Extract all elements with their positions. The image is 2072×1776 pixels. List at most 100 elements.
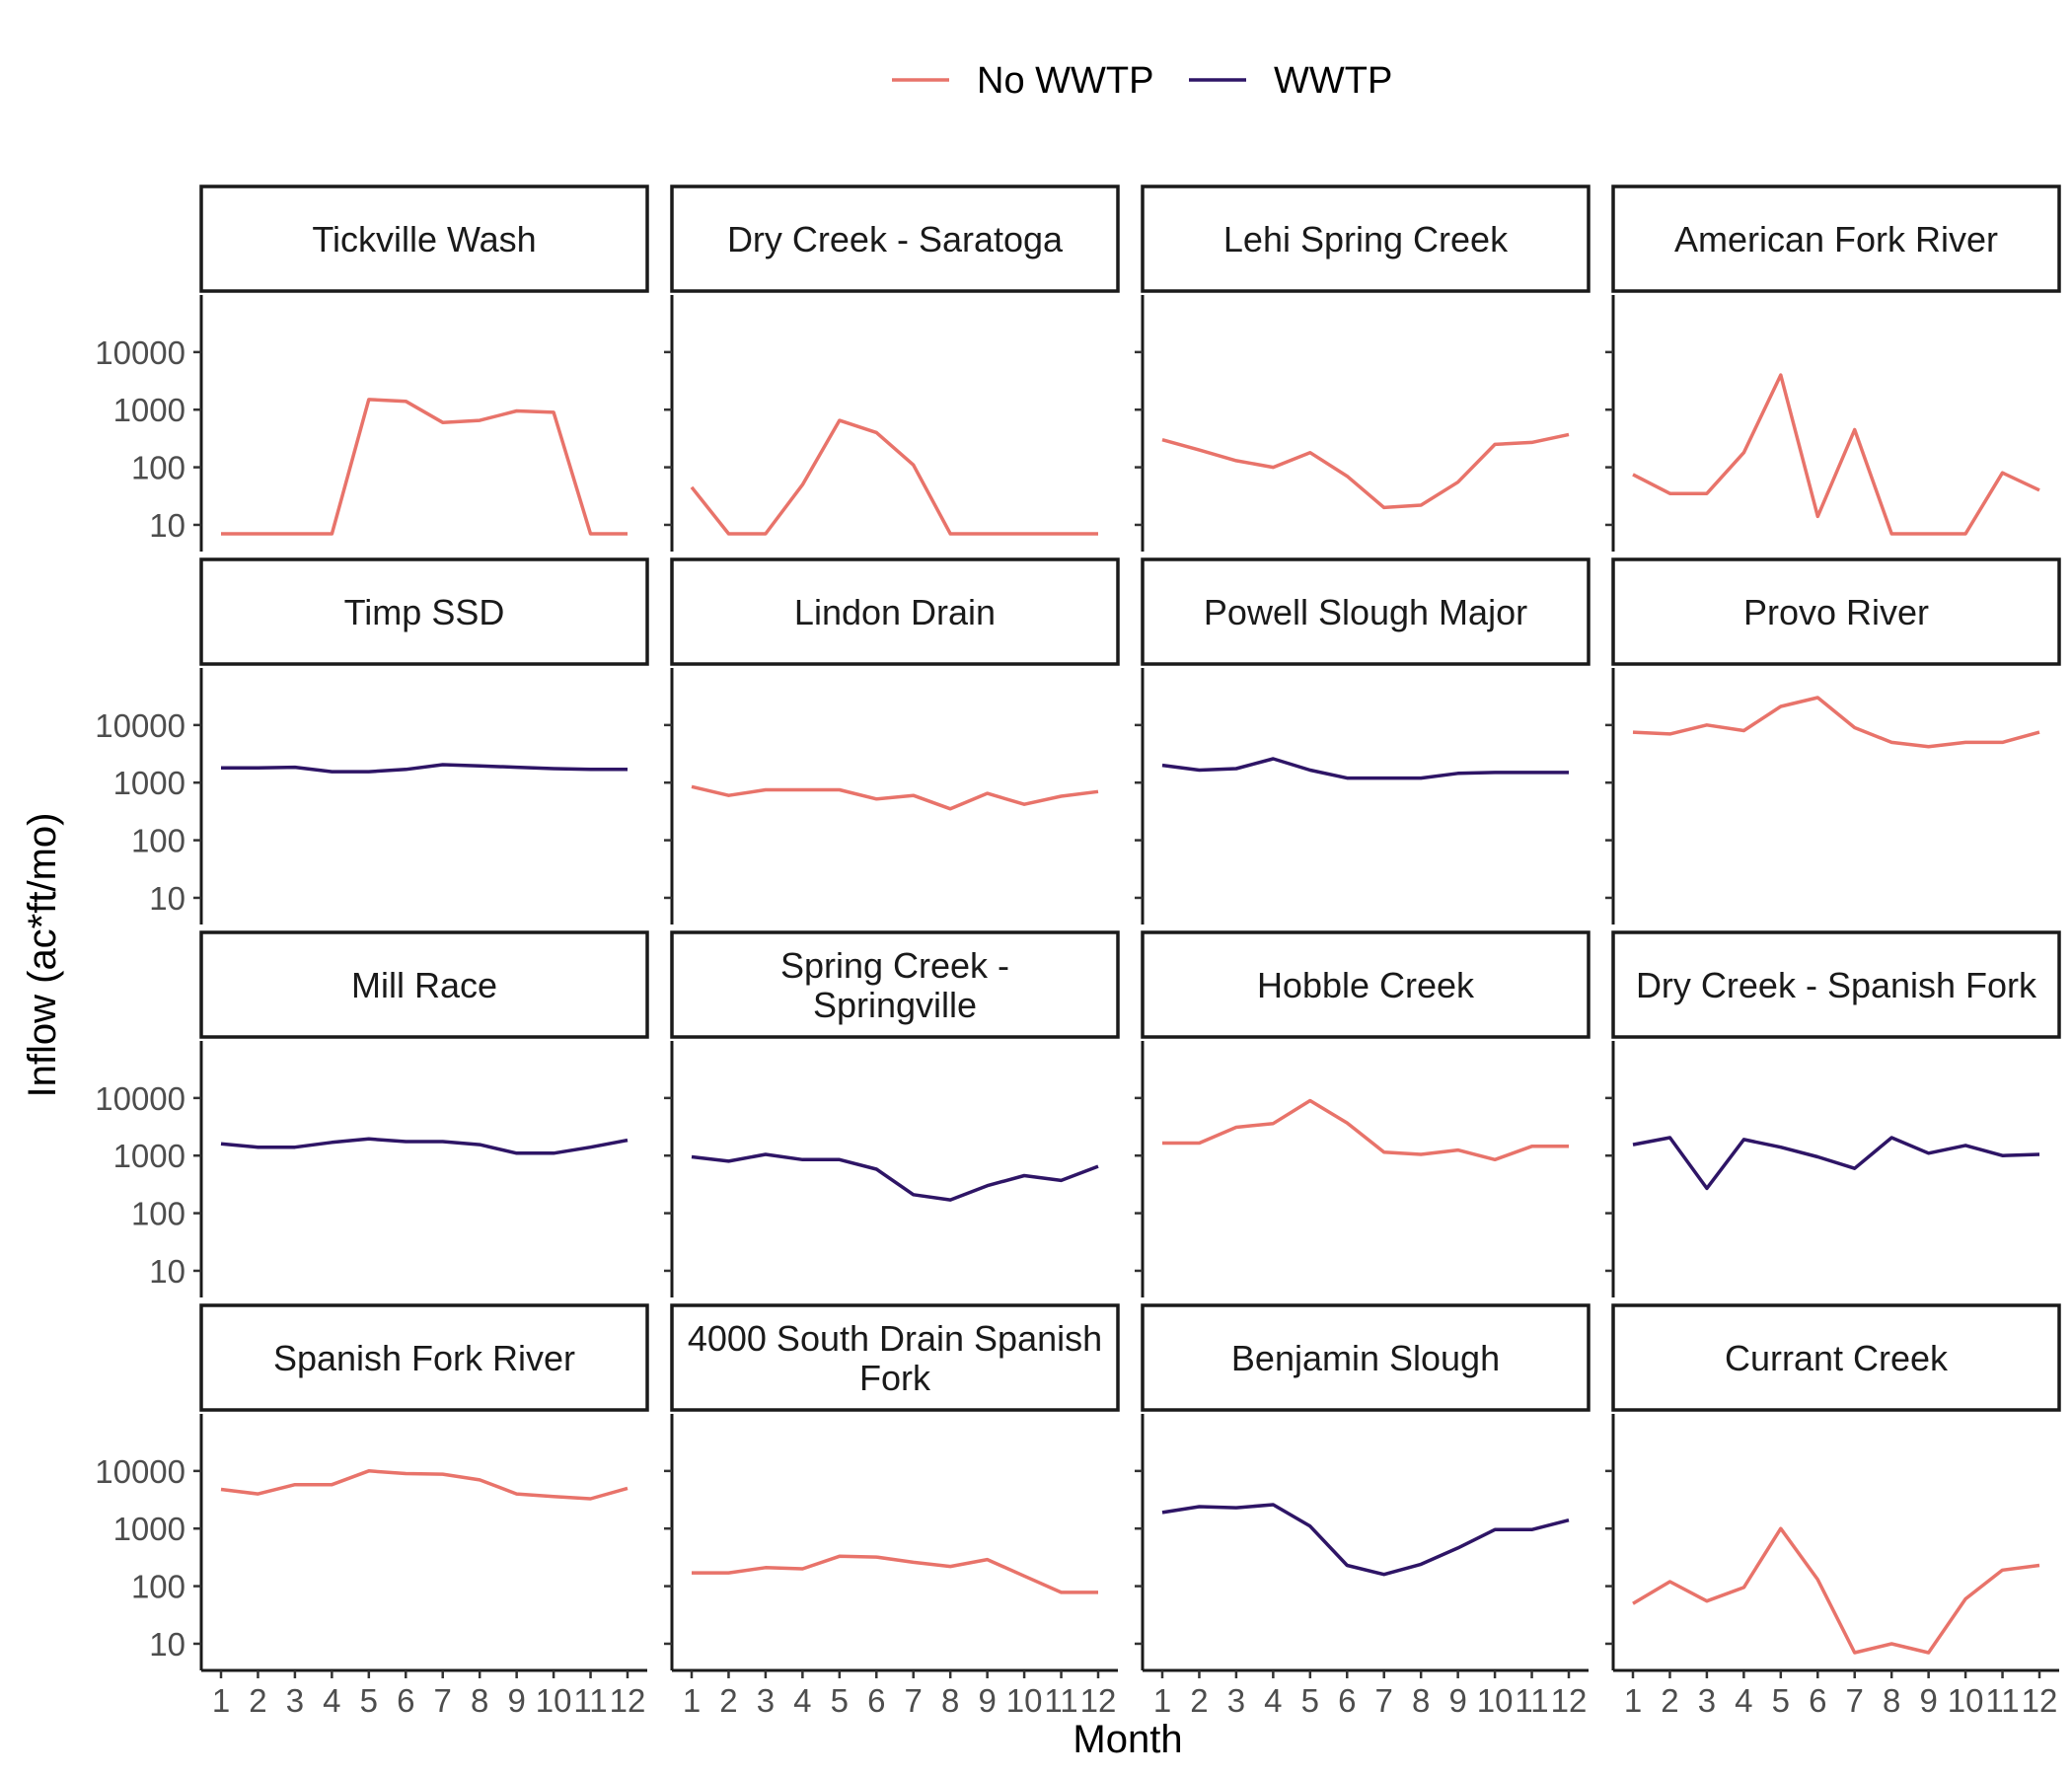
series-line-wwtp bbox=[220, 1137, 629, 1155]
x-tick-label: 5 bbox=[831, 1682, 849, 1719]
strip-box bbox=[1141, 185, 1591, 293]
strip-title: Tickville Wash bbox=[312, 219, 536, 259]
strip-box bbox=[1141, 930, 1591, 1039]
x-tick-label: 10 bbox=[1006, 1682, 1043, 1719]
x-tick-label: 2 bbox=[1661, 1682, 1678, 1719]
strip-box bbox=[199, 1303, 649, 1412]
strip-box bbox=[1611, 1303, 2061, 1412]
panel-tickville-wash: Tickville Wash 10 100 1000 10000 bbox=[95, 185, 649, 552]
x-tick-label: 4 bbox=[793, 1682, 811, 1719]
x-tick-label: 2 bbox=[1190, 1682, 1208, 1719]
series-line-no-wwtp bbox=[691, 784, 1099, 811]
y-tick-label: 1000 bbox=[113, 392, 185, 428]
y-tick-label: 10000 bbox=[95, 334, 185, 371]
series-line-wwtp bbox=[1632, 1136, 2040, 1191]
strip-box bbox=[670, 557, 1120, 666]
y-axis-title: Inflow (ac*ft/mo) bbox=[21, 813, 64, 1098]
x-tick-label: 9 bbox=[978, 1682, 996, 1719]
x-tick-label: 7 bbox=[905, 1682, 923, 1719]
series-line-wwtp bbox=[1161, 757, 1569, 780]
x-tick-label: 9 bbox=[507, 1682, 525, 1719]
x-tick-label: 3 bbox=[1227, 1682, 1245, 1719]
series-line-no-wwtp bbox=[1632, 1526, 2040, 1655]
strip-title: Springville bbox=[813, 985, 977, 1025]
x-tick-label: 12 bbox=[1551, 1682, 1588, 1719]
x-tick-label: 3 bbox=[757, 1682, 775, 1719]
x-tick-label: 9 bbox=[1919, 1682, 1937, 1719]
x-tick-label: 10 bbox=[1477, 1682, 1514, 1719]
x-tick-label: 5 bbox=[1772, 1682, 1790, 1719]
x-tick-label: 1 bbox=[1153, 1682, 1171, 1719]
y-tick-label: 1000 bbox=[113, 1138, 185, 1174]
y-tick-label: 10 bbox=[149, 507, 185, 544]
y-tick-label: 10 bbox=[149, 1626, 185, 1663]
strip-box bbox=[1611, 930, 2061, 1039]
x-axis-title: Month bbox=[1073, 1718, 1182, 1761]
strip-title: Spring Creek - bbox=[780, 945, 1009, 986]
x-tick-label: 10 bbox=[1948, 1682, 1984, 1719]
x-tick-label: 9 bbox=[1448, 1682, 1466, 1719]
x-tick-label: 10 bbox=[536, 1682, 572, 1719]
strip-title: Currant Creek bbox=[1725, 1338, 1949, 1378]
strip-box bbox=[670, 185, 1120, 293]
strip-box bbox=[1141, 557, 1591, 666]
x-tick-label: 4 bbox=[1264, 1682, 1282, 1719]
facet-panels: Tickville Wash 10 100 1000 10000 Dry Creek - … bbox=[95, 185, 2061, 1719]
strip-title: Lindon Drain bbox=[794, 592, 996, 632]
series-line-no-wwtp bbox=[690, 418, 1098, 536]
x-tick-label: 12 bbox=[610, 1682, 646, 1719]
y-tick-label: 100 bbox=[131, 450, 185, 486]
x-tick-label: 12 bbox=[2022, 1682, 2058, 1719]
x-tick-label: 6 bbox=[1338, 1682, 1356, 1719]
x-tick-label: 1 bbox=[1624, 1682, 1642, 1719]
strip-title: Fork bbox=[859, 1358, 931, 1398]
x-tick-label: 8 bbox=[471, 1682, 488, 1719]
panel-spring-creek-springville: Spring Creek -Springville bbox=[664, 930, 1120, 1297]
y-tick-label: 100 bbox=[131, 1569, 185, 1605]
x-tick-label: 6 bbox=[397, 1682, 414, 1719]
strip-title: Dry Creek - Spanish Fork bbox=[1636, 965, 2037, 1005]
strip-title: Mill Race bbox=[351, 965, 497, 1005]
legend-label-no-wwtp: No WWTP bbox=[977, 60, 1153, 102]
series-line-wwtp bbox=[691, 1152, 1099, 1202]
strip-box bbox=[199, 557, 649, 666]
panel-provo-river: Provo River bbox=[1605, 557, 2061, 925]
strip-box bbox=[1611, 557, 2061, 666]
x-tick-label: 1 bbox=[212, 1682, 230, 1719]
series-line-no-wwtp bbox=[1161, 432, 1570, 510]
legend-label-wwtp: WWTP bbox=[1274, 60, 1392, 102]
y-tick-label: 10 bbox=[149, 880, 185, 917]
y-tick-label: 1000 bbox=[113, 765, 185, 801]
strip-title: Lehi Spring Creek bbox=[1223, 219, 1509, 259]
y-tick-label: 10 bbox=[149, 1253, 185, 1290]
panel-hobble-creek: Hobble Creek bbox=[1135, 930, 1591, 1297]
x-tick-label: 2 bbox=[249, 1682, 266, 1719]
strip-title: Dry Creek - Saratoga bbox=[727, 219, 1064, 259]
x-tick-label: 12 bbox=[1080, 1682, 1117, 1719]
strip-title: American Fork River bbox=[1674, 219, 1998, 259]
strip-title: Benjamin Slough bbox=[1231, 1338, 1500, 1378]
strip-box bbox=[199, 185, 649, 293]
strip-title: 4000 South Drain Spanish bbox=[688, 1318, 1102, 1359]
strip-title: Timp SSD bbox=[344, 592, 505, 632]
x-tick-label: 6 bbox=[867, 1682, 885, 1719]
x-tick-label: 7 bbox=[434, 1682, 452, 1719]
panel-american-fork-river: American Fork River bbox=[1605, 185, 2061, 552]
x-tick-label: 3 bbox=[1698, 1682, 1716, 1719]
legend: No WWTP WWTP bbox=[892, 60, 1392, 102]
y-tick-label: 10000 bbox=[95, 1453, 185, 1490]
y-tick-label: 100 bbox=[131, 823, 185, 859]
x-tick-label: 11 bbox=[1044, 1682, 1077, 1719]
x-tick-label: 8 bbox=[1883, 1682, 1900, 1719]
series-line-no-wwtp bbox=[220, 1469, 629, 1501]
y-tick-label: 1000 bbox=[113, 1511, 185, 1547]
strip-title: Provo River bbox=[1743, 592, 1929, 632]
x-tick-label: 11 bbox=[1985, 1682, 2019, 1719]
x-tick-label: 1 bbox=[683, 1682, 701, 1719]
strip-title: Hobble Creek bbox=[1257, 965, 1475, 1005]
